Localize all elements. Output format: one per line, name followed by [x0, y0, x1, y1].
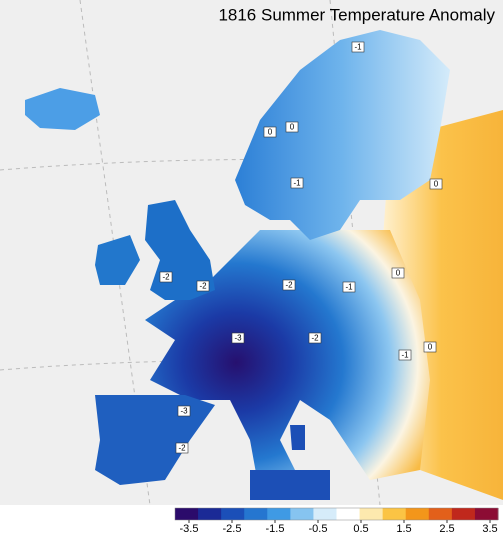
contour-label: -2: [285, 281, 293, 290]
colorbar-tick-label: 2.5: [439, 523, 454, 535]
contour-label: 0: [396, 269, 401, 278]
label-box: [342, 281, 356, 293]
colorbar-tick-label: 1.5: [396, 523, 411, 535]
label-box: [196, 280, 210, 292]
colorbar-segment: [198, 508, 222, 520]
contour-label: -1: [345, 283, 353, 292]
colorbar-tick-label: -1.5: [266, 523, 285, 535]
colorbar-tick-label: -3.5: [180, 523, 199, 535]
label-box: [231, 332, 245, 344]
colorbar-tick-label: 3.5: [482, 523, 497, 535]
colorbar-segment: [428, 508, 453, 520]
colorbar-segment: [290, 508, 314, 520]
label-box: [159, 271, 173, 283]
contour-labels: -1 0 0 -1 0 -2 -2 -2 -1 0 -3 -2 0 -1 -3 -2: [159, 41, 443, 454]
contour-label: -2: [178, 444, 186, 453]
label-box: [351, 41, 365, 53]
colorbar-segment: [267, 508, 291, 520]
ireland: [95, 235, 140, 285]
colorbar-segment: [359, 508, 384, 520]
contour-label: -2: [199, 282, 207, 291]
contour-label: -3: [234, 334, 242, 343]
contour-label: 0: [268, 128, 273, 137]
contour-label: 0: [290, 123, 295, 132]
contour-label: -1: [293, 179, 301, 188]
iceland: [25, 88, 100, 130]
colorbar-segment: [313, 508, 337, 520]
islands: [250, 425, 330, 500]
colorbar-tick-label: -0.5: [309, 523, 328, 535]
contour-label: -1: [401, 351, 409, 360]
colorbar-segment: [451, 508, 476, 520]
label-box: [391, 267, 405, 279]
contour-label: -2: [311, 334, 319, 343]
iberia: [95, 395, 215, 485]
colorbar-tick-label: -2.5: [223, 523, 242, 535]
label-box: [423, 341, 437, 353]
label-box: [175, 442, 189, 454]
colorbar-segment: [221, 508, 245, 520]
label-box: [398, 349, 412, 361]
contour-label: 0: [428, 343, 433, 352]
colorbar-frame: [174, 507, 499, 521]
colorbar-segment: [175, 508, 199, 520]
contour-label: -3: [180, 407, 188, 416]
label-box: [290, 177, 304, 189]
colorbar-segment: [336, 508, 361, 520]
contour-label: -2: [162, 273, 170, 282]
colorbar-segment: [405, 508, 430, 520]
label-box: [285, 121, 299, 133]
colorbar-segment: [382, 508, 407, 520]
contour-label: -1: [354, 43, 362, 52]
label-box: [308, 332, 322, 344]
scandinavia: [235, 30, 450, 240]
label-box: [263, 126, 277, 138]
colorbar-segment: [244, 508, 268, 520]
colorbar-tick-label: 0.5: [353, 523, 368, 535]
label-box: [429, 178, 443, 190]
label-box: [177, 405, 191, 417]
central-europe: [145, 230, 430, 495]
contour-label: 0: [434, 180, 439, 189]
colorbar-segment: [474, 508, 499, 520]
map-title: 1816 Summer Temperature Anomaly: [218, 5, 495, 24]
colorbar: -3.5 -2.5 -1.5 -0.5 0.5 1.5 2.5 3.5: [174, 507, 499, 535]
label-box: [282, 279, 296, 291]
